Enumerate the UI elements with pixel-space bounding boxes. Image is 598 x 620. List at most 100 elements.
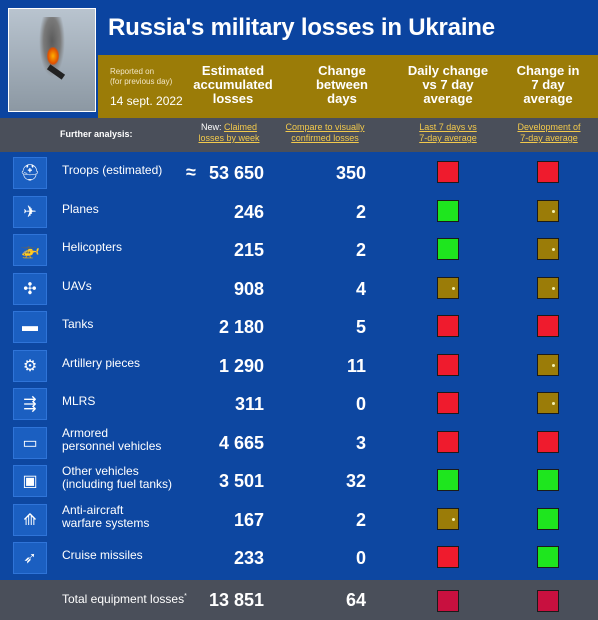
development-7-day-link[interactable]: Development of 7-day average <box>510 122 588 144</box>
row-label: Armored personnel vehicles <box>62 426 162 453</box>
row-label-line: UAVs <box>62 278 92 293</box>
reported-note: Reported on (for previous day) <box>110 67 172 87</box>
total-value: 13 851 <box>208 590 264 610</box>
row-label: MLRS <box>62 395 95 408</box>
row-accumulated-value: 4 665 <box>218 432 264 453</box>
daily-change-indicator <box>437 469 459 491</box>
header-line: vs 7 day <box>422 77 474 92</box>
total-daily-indicator <box>437 590 459 612</box>
total-avg-indicator <box>537 590 559 612</box>
artillery-icon: ⚙ <box>13 349 47 382</box>
row-accumulated-value: 233 <box>233 548 264 568</box>
row-label-line: Anti-aircraft <box>62 502 124 517</box>
row-change-value: 4 <box>355 278 366 299</box>
avg-change-indicator <box>537 469 559 491</box>
plane-icon: ✈ <box>13 195 47 228</box>
daily-change-indicator <box>437 353 459 376</box>
report-date: 14 sept. 2022 <box>110 94 183 108</box>
row-label-line: Planes <box>62 201 99 216</box>
row-label: Other vehicles (including fuel tanks) <box>62 465 172 491</box>
link-text: Last 7 days vs <box>419 122 477 132</box>
daily-change-indicator <box>437 546 459 568</box>
avg-change-indicator <box>537 315 559 337</box>
row-change-value: 2 <box>355 201 366 222</box>
link-text: Claimed <box>224 122 258 132</box>
avg-change-indicator <box>537 276 559 299</box>
daily-change-indicator <box>437 199 459 222</box>
drone-icon: ✣ <box>13 272 47 305</box>
helicopter-icon: 🚁 <box>13 234 47 266</box>
reported-line-2: (for previous day) <box>110 77 173 86</box>
visually-confirmed-link[interactable]: Compare to visually confirmed losses <box>279 122 371 144</box>
column-header-accumulated: Estimated accumulated losses <box>193 64 273 106</box>
header-line: days <box>327 91 357 106</box>
daily-change-indicator <box>437 315 459 337</box>
row-accumulated-value: 246 <box>233 201 264 222</box>
missile-icon: ➶ <box>13 542 47 574</box>
row-accumulated-value: 1 290 <box>218 355 264 376</box>
row-label-line: Cruise missiles <box>62 548 143 562</box>
soldier-helmet-icon: ⛑ <box>13 157 47 189</box>
column-header-avg-change: Change in 7 day average <box>508 64 588 106</box>
apc-icon: ▭ <box>13 426 47 459</box>
row-label: UAVs <box>62 278 92 293</box>
row-label-line: Other vehicles <box>62 464 139 478</box>
daily-change-indicator <box>437 430 459 453</box>
avg-change-indicator <box>537 161 559 183</box>
row-accumulated-value: 215 <box>233 240 264 260</box>
link-text: 7-day average <box>520 133 578 143</box>
row-label-line: Troops (estimated) <box>62 163 163 177</box>
header-line: 7 day <box>531 77 565 92</box>
row-accumulated-value: 908 <box>233 278 264 299</box>
row-change-value: 5 <box>355 317 366 337</box>
claimed-losses-link[interactable]: New: Claimed losses by week <box>190 122 268 144</box>
row-label: Artillery pieces <box>62 356 140 370</box>
avg-change-indicator <box>537 199 559 222</box>
row-label: Planes <box>62 201 99 216</box>
new-prefix: New: <box>200 122 222 132</box>
row-accumulated-value: 3 501 <box>218 471 264 491</box>
header-line: losses <box>212 91 254 106</box>
header-photo <box>8 8 96 112</box>
avg-change-indicator <box>537 546 559 568</box>
header-line: average <box>423 91 473 106</box>
header-line: Estimated <box>201 63 265 78</box>
header-line: Change in <box>516 63 580 78</box>
last-7-days-link[interactable]: Last 7 days vs 7-day average <box>410 122 486 144</box>
row-accumulated-value: 311 <box>234 394 264 414</box>
daily-change-indicator <box>437 161 459 183</box>
row-label-line: MLRS <box>62 394 96 408</box>
row-label: Anti-aircraft warfare systems <box>62 502 150 530</box>
daily-change-indicator <box>437 238 459 260</box>
row-label-line: personnel vehicles <box>62 438 162 453</box>
row-change-value: 3 <box>355 432 366 453</box>
header-line: between <box>315 77 368 92</box>
link-text: 7-day average <box>419 133 477 143</box>
avg-change-indicator <box>537 238 559 260</box>
row-label-line: warfare systems <box>62 515 150 530</box>
daily-change-indicator <box>437 392 459 414</box>
row-label: Cruise missiles <box>62 549 143 562</box>
row-accumulated-value: 53 650 <box>208 163 264 183</box>
row-label-line: Helicopters <box>62 240 123 254</box>
approx-sign: ≈ <box>186 162 196 182</box>
total-label: Total equipment losses* <box>62 592 187 606</box>
page-title: Russia's military losses in Ukraine <box>108 14 495 41</box>
link-text: Compare to visually <box>285 122 365 132</box>
row-accumulated-value: 167 <box>233 509 264 530</box>
row-change-value: 0 <box>355 394 366 414</box>
avg-change-indicator <box>537 430 559 453</box>
row-label-line: (including fuel tanks) <box>62 477 173 491</box>
row-change-value: 32 <box>345 471 366 491</box>
row-label: Troops (estimated) <box>62 164 162 177</box>
avg-change-indicator <box>537 507 559 530</box>
row-label-line: Tanks <box>62 317 94 331</box>
row-label: Tanks <box>62 318 93 331</box>
column-header-daily-change: Daily change vs 7 day average <box>402 64 494 106</box>
link-text: Development of <box>517 122 581 132</box>
row-change-value: 350 <box>335 163 366 183</box>
row-change-value: 2 <box>355 240 366 260</box>
anti-aircraft-icon: ⟰ <box>13 503 47 536</box>
row-change-value: 11 <box>346 355 366 376</box>
daily-change-indicator <box>437 507 459 530</box>
